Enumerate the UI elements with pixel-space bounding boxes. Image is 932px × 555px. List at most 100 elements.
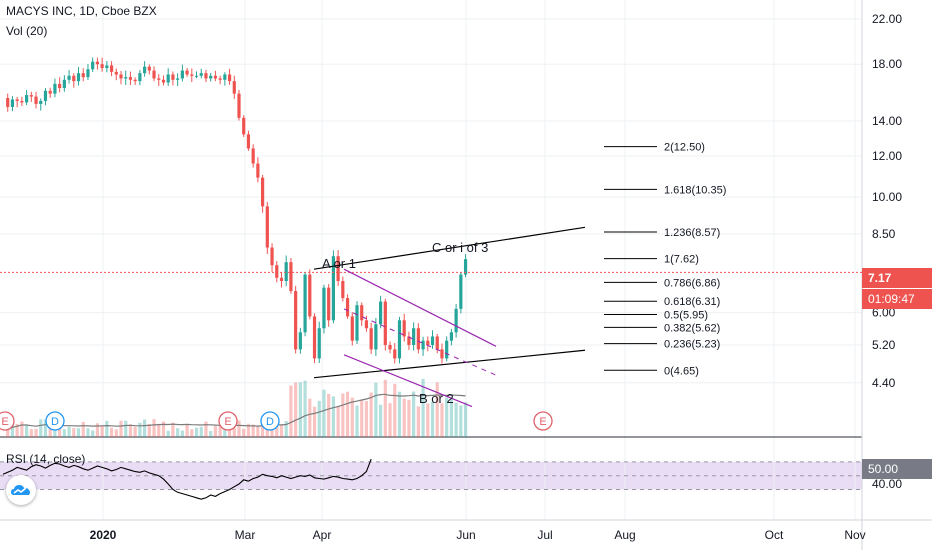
candle-body-1 [6, 98, 10, 107]
volume-bar-67 [317, 400, 321, 437]
volume-bar-85 [402, 398, 406, 437]
candle-body-46 [218, 78, 222, 80]
volume-bar-43 [204, 421, 208, 437]
y-tick-label-8: 5.20 [872, 338, 896, 352]
candle-body-34 [161, 79, 166, 83]
candle-body-95 [449, 332, 453, 341]
volume-bar-86 [407, 399, 411, 437]
volume-bar-70 [331, 396, 335, 437]
candle-body-58 [275, 265, 279, 278]
candle-body-73 [345, 298, 350, 317]
volume-bar-20 [95, 423, 99, 437]
x-tick-label-1: Mar [235, 528, 256, 542]
volume-bar-54 [256, 425, 260, 437]
candle-body-90 [426, 340, 430, 345]
tradingview-logo-icon[interactable] [6, 475, 36, 505]
candle-body-20 [95, 61, 99, 65]
volume-bar-60 [284, 421, 288, 437]
candle-body-91 [430, 336, 435, 345]
candle-body-85 [402, 320, 406, 337]
candle-body-64 [303, 274, 307, 333]
volume-bar-94 [445, 397, 449, 437]
volume-bar-4 [20, 421, 24, 437]
volume-bar-74 [350, 397, 354, 437]
candle-body-43 [204, 73, 208, 79]
volume-bar-24 [114, 429, 118, 437]
volume-bar-9 [43, 419, 48, 437]
x-tick-label-6: Oct [765, 528, 784, 542]
candle-body-54 [256, 163, 260, 178]
event-marker-earnings-0: E [0, 411, 15, 431]
candle-body-65 [308, 274, 312, 317]
volume-bar-31 [147, 423, 151, 437]
volume-bar-34 [161, 421, 166, 437]
candle-body-48 [227, 74, 232, 82]
countdown-badge: 01:09:47 [862, 289, 932, 309]
upper-trendline [313, 226, 586, 270]
volume-bar-50 [237, 420, 241, 437]
candle-body-92 [435, 336, 439, 350]
candle-body-8 [39, 100, 43, 104]
candle-body-55 [261, 177, 265, 207]
cloud-icon [11, 485, 30, 495]
volume-bar-10 [48, 424, 52, 437]
volume-bar-59 [279, 424, 284, 437]
volume-bar-45 [213, 426, 217, 437]
volume-bar-77 [364, 401, 369, 437]
x-tick-label-3: Jun [456, 528, 475, 542]
candle-body-21 [100, 64, 104, 68]
fib-label-1: 1(7.62) [664, 254, 699, 266]
candle-body-68 [322, 287, 326, 329]
volume-bar-71 [336, 405, 340, 437]
volume-bar-97 [459, 405, 463, 437]
candle-body-36 [171, 74, 175, 80]
volume-bar-65 [308, 398, 312, 437]
event-circle-3 [260, 411, 280, 431]
candle-body-30 [143, 66, 147, 74]
candle-body-74 [350, 316, 354, 341]
candle-body-72 [341, 281, 345, 299]
fib-label-0-236: 0.236(5.23) [664, 339, 720, 351]
volume-bar-32 [152, 419, 156, 437]
candle-body-76 [360, 305, 364, 321]
candle-body-87 [412, 328, 416, 345]
candle-body-80 [379, 301, 383, 325]
candle-body-4 [20, 100, 24, 103]
volume-bar-92 [435, 382, 439, 437]
volume-bar-26 [124, 420, 128, 437]
x-tick-label-4: Jul [537, 528, 552, 542]
y-tick-label-5: 8.50 [872, 227, 896, 241]
candle-body-59 [279, 277, 284, 282]
candle-body-81 [383, 301, 387, 345]
rsi-legend: RSI (14, close) [6, 452, 86, 466]
candle-body-50 [237, 93, 241, 118]
event-label-4: E [539, 416, 546, 428]
volume-bar-51 [242, 428, 246, 437]
candle-body-49 [232, 81, 236, 94]
candle-body-63 [298, 332, 302, 350]
candle-body-71 [336, 256, 340, 282]
candle-body-28 [133, 79, 137, 82]
volume-bar-95 [449, 398, 453, 437]
candle-body-7 [34, 96, 38, 104]
candle-body-14 [67, 75, 71, 80]
rsi-axis-label: 40.00 [872, 477, 902, 491]
volume-bar-17 [81, 421, 85, 437]
y-tick-label-4: 10.00 [872, 190, 902, 204]
candle-body-29 [138, 73, 142, 82]
fib-label-0-382: 0.382(5.62) [664, 322, 720, 334]
volume-bar-47 [223, 425, 227, 437]
volume-bar-73 [345, 391, 350, 437]
event-label-1: D [51, 416, 59, 428]
volume-bar-6 [29, 429, 33, 437]
candle-body-53 [251, 148, 255, 164]
event-circle-4 [533, 411, 553, 431]
volume-bar-7 [34, 428, 38, 437]
volume-bar-91 [430, 401, 435, 437]
y-tick-label-3: 12.00 [872, 149, 902, 163]
channel-upper-line [343, 268, 497, 347]
volume-bar-42 [199, 426, 203, 437]
candles [6, 57, 468, 364]
volume-bar-35 [166, 430, 170, 437]
